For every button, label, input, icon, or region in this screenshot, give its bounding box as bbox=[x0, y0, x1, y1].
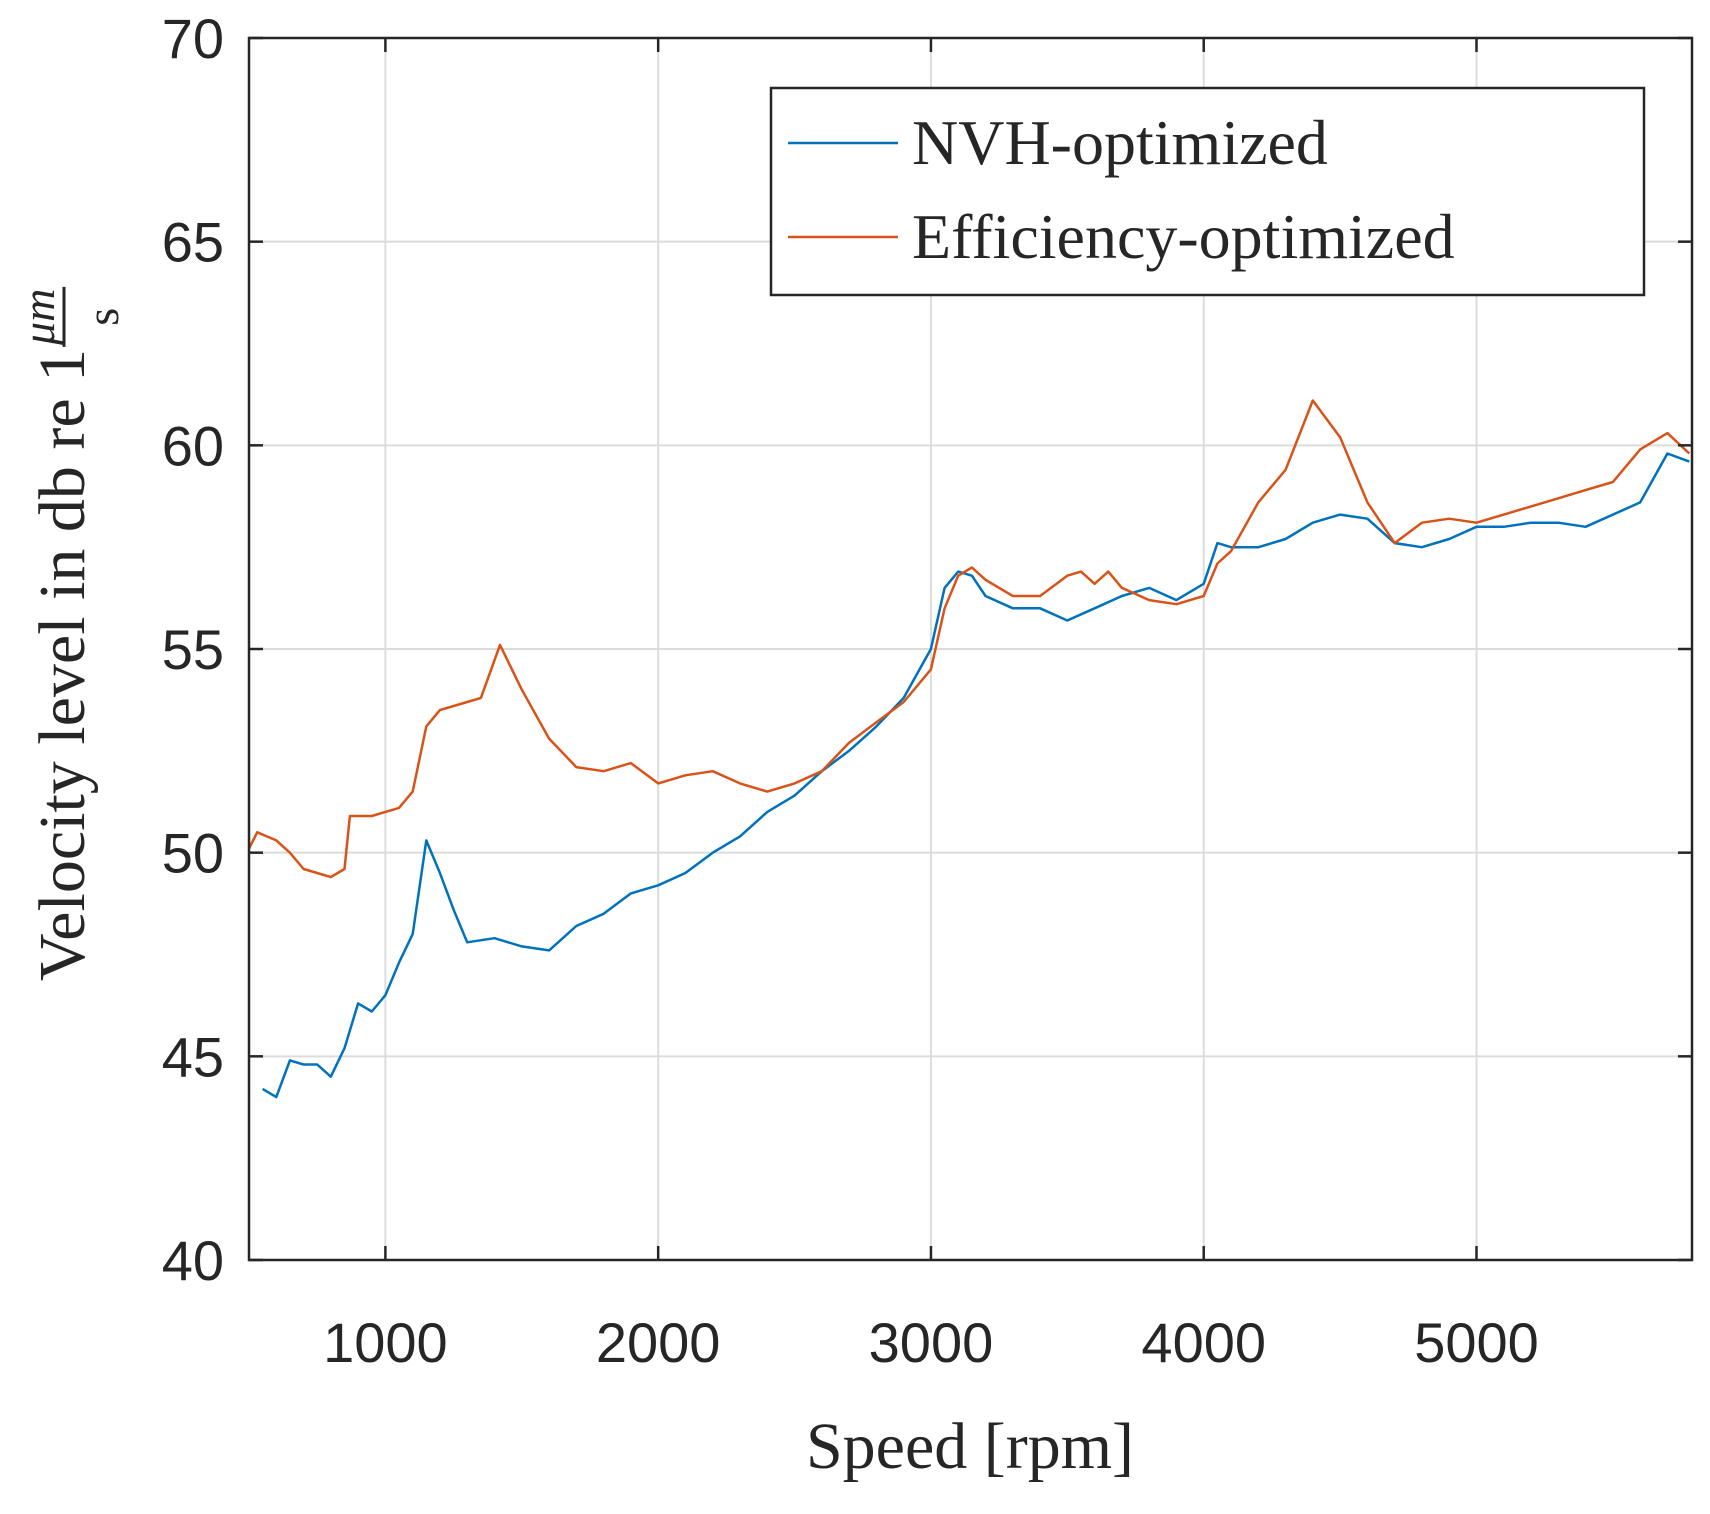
series-line bbox=[261, 452, 1690, 1099]
series-line bbox=[247, 399, 1691, 879]
y-axis-label-group: Velocity level in db re 1 μm s bbox=[13, 286, 128, 981]
y-tick-label: 40 bbox=[162, 1229, 224, 1292]
y-tick-label: 65 bbox=[162, 211, 224, 274]
ticks: 1000 2000 3000 4000 5000 40 45 50 55 60 65 70 bbox=[162, 7, 1692, 1374]
x-tick-label: 3000 bbox=[869, 1311, 994, 1374]
legend: NVH-optimized Efficiency-optimized bbox=[769, 86, 1646, 297]
y-axis-unit-numerator: μm bbox=[13, 289, 64, 346]
y-tick-label: 45 bbox=[162, 1025, 224, 1088]
legend-box bbox=[769, 86, 1646, 297]
x-tick-label: 5000 bbox=[1414, 1311, 1539, 1374]
y-tick-label: 70 bbox=[162, 7, 224, 70]
x-tick-label: 1000 bbox=[323, 1311, 448, 1374]
x-axis-label: Speed [rpm] bbox=[806, 1410, 1134, 1483]
x-tick-label: 4000 bbox=[1141, 1311, 1266, 1374]
y-tick-label: 55 bbox=[162, 618, 224, 681]
y-axis-unit-denominator: s bbox=[77, 308, 128, 326]
y-tick-label: 60 bbox=[162, 414, 224, 477]
legend-label: Efficiency-optimized bbox=[912, 201, 1455, 272]
plot-lines bbox=[247, 399, 1691, 1099]
y-tick-label: 50 bbox=[162, 822, 224, 885]
x-tick-label: 2000 bbox=[596, 1311, 721, 1374]
y-axis-label: Velocity level in db re 1 bbox=[26, 349, 99, 981]
legend-label: NVH-optimized bbox=[912, 107, 1328, 178]
